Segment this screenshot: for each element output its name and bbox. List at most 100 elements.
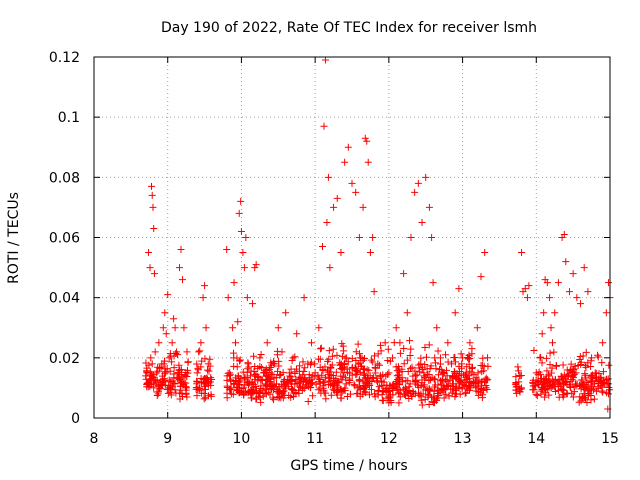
cloud-point <box>366 377 374 385</box>
data-point <box>389 354 397 362</box>
cloud-point <box>158 382 166 390</box>
data-point <box>366 249 374 257</box>
cloud-point <box>478 368 486 376</box>
data-point <box>477 273 485 281</box>
data-point <box>164 291 172 299</box>
data-point <box>206 378 214 386</box>
cloud-point <box>277 370 285 378</box>
cloud-point <box>320 389 328 397</box>
cloud-point <box>230 362 238 370</box>
cloud-point <box>377 347 385 355</box>
cloud-point <box>442 390 450 398</box>
cloud-point <box>248 385 256 393</box>
cloud-point <box>406 337 414 345</box>
data-point <box>407 234 415 241</box>
x-axis-label: GPS time / hours <box>290 458 407 474</box>
cloud-point <box>439 385 447 393</box>
cloud-point <box>543 354 551 362</box>
cloud-point <box>275 394 283 402</box>
data-point <box>448 360 456 368</box>
cloud-point <box>576 356 584 364</box>
cloud-point <box>583 398 591 406</box>
cloud-point <box>343 393 351 401</box>
data-point <box>161 309 169 317</box>
cloud-point <box>272 380 280 388</box>
cloud-point <box>352 364 360 372</box>
cloud-point <box>149 374 157 382</box>
cloud-point <box>379 371 387 379</box>
data-point <box>155 339 163 347</box>
data-point <box>364 158 372 166</box>
cloud-point <box>387 396 395 404</box>
cloud-point <box>419 390 427 398</box>
cloud-point <box>580 390 588 398</box>
cloud-point <box>584 359 592 367</box>
data-point <box>466 339 474 347</box>
data-point <box>148 360 156 368</box>
cloud-point <box>287 373 295 381</box>
cloud-point <box>229 390 237 398</box>
cloud-point <box>439 368 447 376</box>
data-point <box>145 249 153 257</box>
data-point <box>150 270 158 278</box>
cloud-point <box>355 377 363 385</box>
data-point <box>481 249 489 257</box>
data-point <box>168 339 176 347</box>
data-point <box>147 182 155 190</box>
data-point <box>162 330 170 338</box>
cloud-point <box>395 378 403 386</box>
cloud-point <box>396 393 404 401</box>
data-point <box>333 194 341 202</box>
cloud-point <box>545 372 553 380</box>
chart-title: Day 190 of 2022, Rate Of TEC Index for r… <box>161 20 537 36</box>
data-point <box>569 270 577 278</box>
cloud-point <box>451 369 459 377</box>
cloud-point <box>166 350 174 358</box>
cloud-point <box>337 387 345 395</box>
cloud-point <box>193 377 201 385</box>
cloud-point <box>445 392 453 400</box>
cloud-point <box>254 372 262 380</box>
cloud-point <box>348 363 356 371</box>
data-point <box>549 339 557 347</box>
data-point <box>536 354 544 362</box>
data-point <box>523 294 531 302</box>
cloud-point <box>545 391 553 399</box>
data-point <box>274 324 282 332</box>
cloud-point <box>407 365 415 373</box>
cloud-point <box>546 349 554 357</box>
y-tick-label: 0 <box>71 411 80 427</box>
cloud-point <box>193 392 201 400</box>
cloud-point <box>225 385 233 393</box>
data-point <box>154 390 162 398</box>
cloud-point <box>301 364 309 372</box>
data-point <box>167 378 175 386</box>
cloud-point <box>251 371 259 379</box>
data-point <box>245 378 253 386</box>
cloud-point <box>371 393 379 401</box>
cloud-point <box>458 360 466 368</box>
cloud-point <box>354 340 362 348</box>
data-point <box>324 173 332 181</box>
cloud-point <box>356 350 364 358</box>
cloud-point <box>241 387 249 395</box>
data-point <box>422 173 430 181</box>
data-point <box>271 360 279 368</box>
data-point <box>330 203 338 211</box>
cloud-point <box>311 360 319 368</box>
cloud-point <box>568 373 576 381</box>
data-point <box>565 288 573 296</box>
cloud-point <box>274 367 282 375</box>
cloud-point <box>167 391 175 399</box>
cloud-point <box>406 352 414 360</box>
cloud-point <box>299 358 307 366</box>
cloud-point <box>444 381 452 389</box>
cloud-point <box>179 374 187 382</box>
data-point <box>177 246 185 254</box>
cloud-point <box>401 384 409 392</box>
cloud-point <box>458 383 466 391</box>
cloud-point <box>142 359 150 367</box>
cloud-point <box>276 393 284 401</box>
data-point <box>514 363 522 371</box>
cloud-point <box>369 358 377 366</box>
